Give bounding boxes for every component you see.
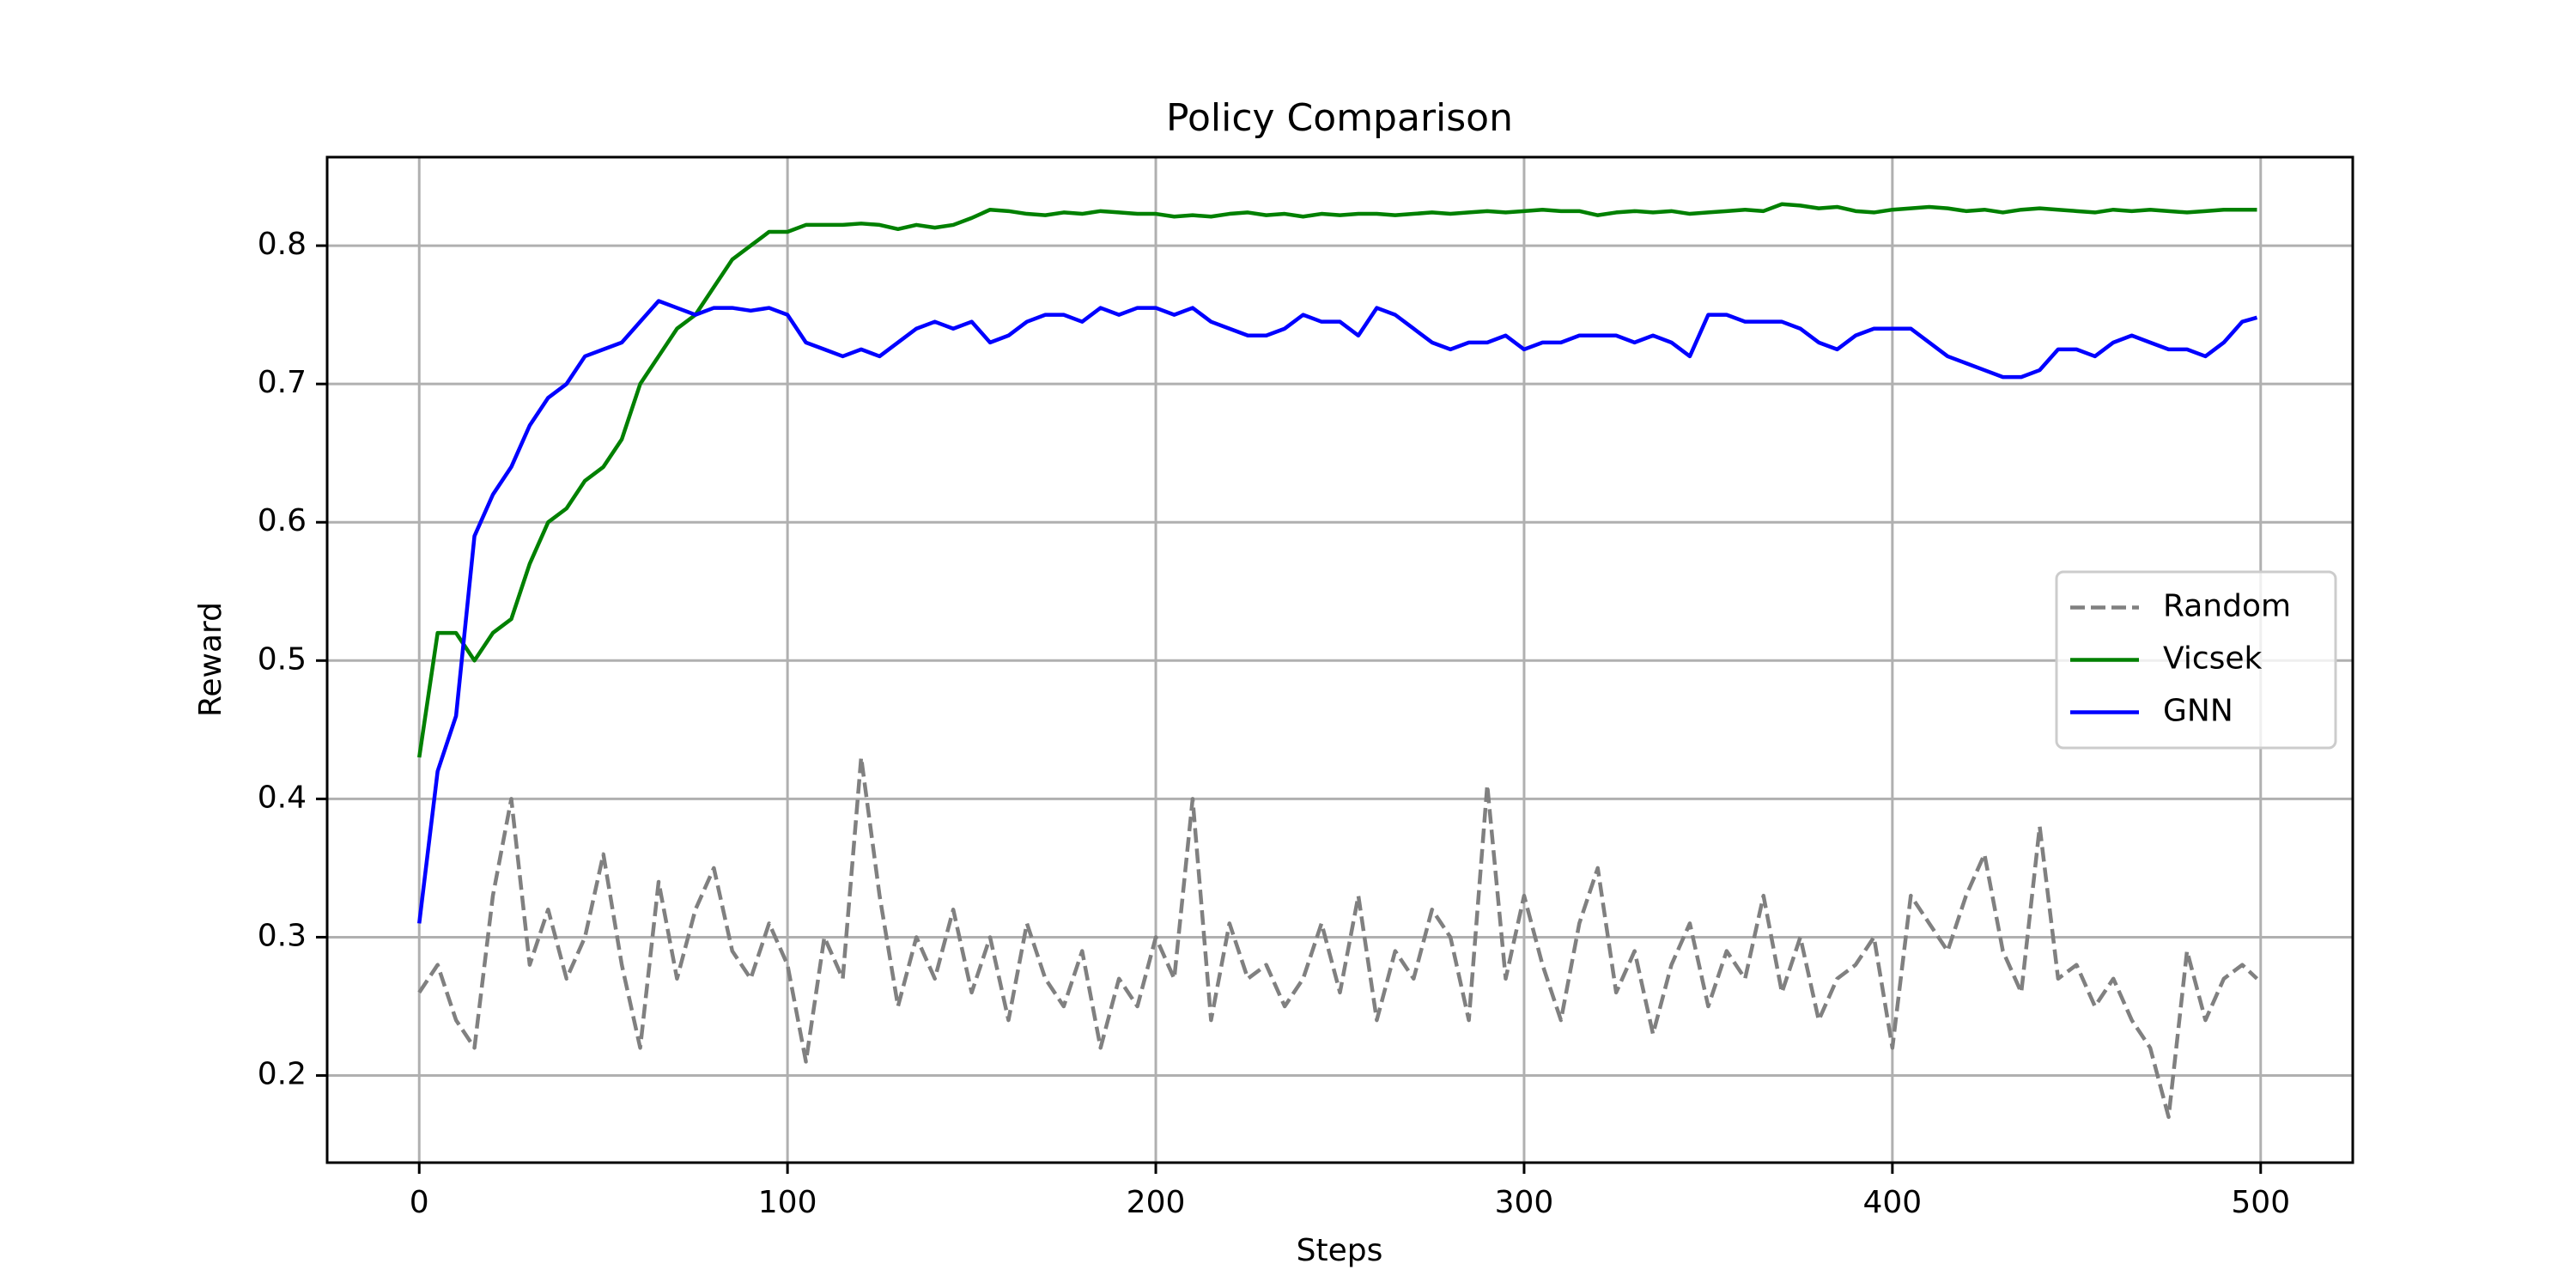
legend-label: Vicsek <box>2163 641 2263 677</box>
plot-frame <box>325 155 2354 1164</box>
x-tick-label: 400 <box>1863 1185 1923 1220</box>
y-axis-label: Reward <box>193 602 228 717</box>
legend-label: Random <box>2163 589 2291 624</box>
y-tick-label: 0.4 <box>258 780 307 815</box>
series-line <box>417 755 2259 1120</box>
chart-title: Policy Comparison <box>1166 96 1513 140</box>
legend-frame <box>2055 570 2337 750</box>
x-tick-label: 500 <box>2231 1185 2290 1220</box>
x-tick-label: 300 <box>1495 1185 1554 1220</box>
x-tick-label: 0 <box>410 1185 429 1220</box>
legend-label: GNN <box>2163 694 2233 729</box>
x-tick-label: 100 <box>758 1185 817 1220</box>
y-tick-label: 0.3 <box>258 918 307 953</box>
series-line <box>417 202 2257 758</box>
series-line <box>416 299 2258 924</box>
y-tick-label: 0.6 <box>258 503 307 538</box>
x-tick-label: 200 <box>1127 1185 1186 1220</box>
legend: Random Vicsek GNN <box>2055 570 2337 750</box>
y-tick-label: 0.7 <box>258 365 307 400</box>
y-tick-label: 0.5 <box>258 641 307 677</box>
y-tick-label: 0.8 <box>258 227 307 262</box>
x-axis-label: Steps <box>1297 1233 1383 1268</box>
y-tick-label: 0.2 <box>258 1057 307 1092</box>
